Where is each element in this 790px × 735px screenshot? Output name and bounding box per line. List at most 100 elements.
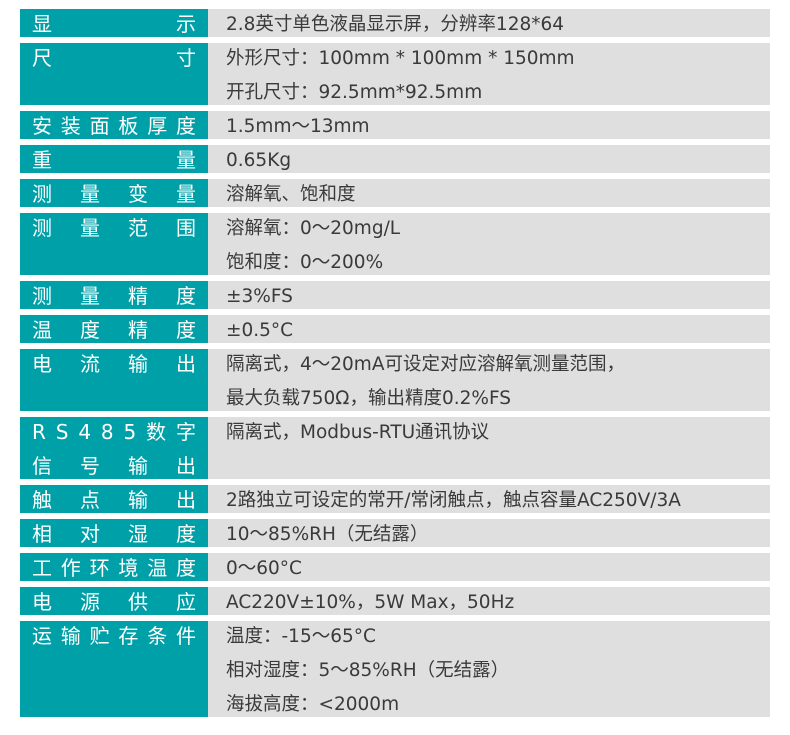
spec-label: 尺寸 (20, 43, 208, 105)
label-char: 供 (128, 590, 148, 614)
label-char: 测 (32, 216, 52, 240)
label-char: 测 (32, 284, 52, 308)
label-char: 输 (128, 488, 148, 512)
spec-label: 重量 (20, 145, 208, 173)
label-char: 流 (80, 352, 100, 376)
label-char: 对 (80, 522, 100, 546)
spec-value: 隔离式，Modbus-RTU通讯协议 (208, 417, 770, 479)
spec-row: 安装面板厚度 1.5mm～13mm (20, 111, 770, 139)
label-char: 精 (128, 284, 148, 308)
spec-row: 显示 2.8英寸单色液晶显示屏，分辨率128*64 (20, 9, 770, 37)
label-char: 温 (32, 318, 52, 342)
spec-value-line: 外形尺寸：100mm * 100mm * 150mm (226, 48, 575, 69)
spec-value: 温度：-15～65°C 相对湿度：5～85%RH（无结露） 海拔高度：<2000m (208, 621, 770, 717)
label-char: 境 (118, 556, 139, 580)
spec-value-line: 开孔尺寸：92.5mm*92.5mm (226, 82, 483, 103)
spec-label-line: 安装面板厚度 (32, 111, 196, 139)
label-char: 安 (32, 114, 52, 138)
spec-row: R S 4 8 5 数字信 号 输 出 隔离式，Modbus-RTU通讯协议 (20, 417, 770, 479)
spec-row: 温 度 精 度 ±0.5°C (20, 315, 770, 343)
label-char: 度 (176, 522, 196, 546)
spec-label: 显示 (20, 9, 208, 37)
label-char: 运 (32, 624, 52, 648)
label-char: 出 (176, 454, 196, 478)
label-char: 条 (147, 624, 168, 648)
spec-value-line: 溶解氧、饱和度 (226, 184, 356, 205)
label-char: 装 (60, 114, 81, 138)
spec-value: 溶解氧、饱和度 (208, 179, 770, 207)
spec-table: 显示 2.8英寸单色液晶显示屏，分辨率128*64 尺寸外形尺寸：100mm * 1… (20, 9, 770, 723)
label-char: 4 (78, 420, 92, 444)
spec-value: 外形尺寸：100mm * 100mm * 150mm 开孔尺寸：92.5mm*92… (208, 43, 770, 105)
spec-label-line: 相对湿度 (32, 519, 196, 547)
spec-value: 2.8英寸单色液晶显示屏，分辨率128*64 (208, 9, 770, 37)
spec-label-line: 工作环境温度 (32, 553, 196, 581)
spec-row: 测 量 变 量 溶解氧、饱和度 (20, 179, 770, 207)
spec-row: 测 量 精 度 ±3%FS (20, 281, 770, 309)
label-char: 电 (32, 590, 52, 614)
label-char: 度 (175, 114, 196, 138)
spec-value-line: ±0.5°C (226, 320, 294, 341)
label-char: 度 (176, 318, 196, 342)
label-char: 范 (128, 216, 148, 240)
label-char: 温 (147, 556, 168, 580)
label-char: 工 (32, 556, 52, 580)
label-char: 寸 (176, 46, 196, 70)
label-char: 量 (176, 148, 196, 172)
spec-label-line: 重量 (32, 145, 196, 173)
spec-label: 触点输出 (20, 485, 208, 513)
spec-label-line (32, 383, 196, 411)
label-char: 出 (176, 352, 196, 376)
label-char: 度 (80, 318, 100, 342)
spec-label: 相对湿度 (20, 519, 208, 547)
spec-value: 隔离式，4～20mA可设定对应溶解氧测量范围， 最大负载750Ω，输出精度0.2%… (208, 349, 770, 411)
label-char: 相 (32, 522, 52, 546)
spec-value-line: 最大负载750Ω，输出精度0.2%FS (226, 388, 512, 409)
spec-label: 安装面板厚度 (20, 111, 208, 139)
spec-row: 电 源 供 应 AC220V±10%，5W Max，50Hz (20, 587, 770, 615)
spec-value-line: 2.8英寸单色液晶显示屏，分辨率128*64 (226, 14, 565, 35)
spec-label: 测量变量 (20, 179, 208, 207)
spec-row: 工作环境温度 0～60°C (20, 553, 770, 581)
label-char: 围 (176, 216, 196, 240)
label-char: 尺 (32, 46, 52, 70)
label-char: 面 (89, 114, 110, 138)
label-char: 显 (32, 12, 52, 36)
spec-label-line (32, 689, 196, 717)
label-char: 贮 (89, 624, 110, 648)
spec-value-line: 海拔高度：<2000m (226, 694, 400, 715)
spec-value-line: ±3%FS (226, 286, 293, 307)
label-char: 作 (60, 556, 81, 580)
spec-value-line: 饱和度：0～200% (226, 252, 384, 273)
label-char: 号 (80, 454, 100, 478)
spec-row: 相 对 湿 度 10～85%RH（无结露） (20, 519, 770, 547)
spec-label: 温度精度 (20, 315, 208, 343)
label-char: 板 (118, 114, 139, 138)
label-char: 应 (176, 590, 196, 614)
spec-label-line: 温度精度 (32, 315, 196, 343)
label-char: 度 (175, 556, 196, 580)
label-char: 重 (32, 148, 52, 172)
spec-row: 重量 0.65Kg (20, 145, 770, 173)
label-char: 8 (100, 420, 114, 444)
spec-label: 工作环境温度 (20, 553, 208, 581)
spec-value: 0～60°C (208, 553, 770, 581)
label-char: 量 (80, 284, 100, 308)
spec-label: 电流输出 (20, 349, 208, 411)
spec-label: 测量范围 (20, 213, 208, 275)
spec-row: 触 点 输 出 2路独立可设定的常开/常闭触点，触点容量AC250V/3A (20, 485, 770, 513)
spec-row: 测 量 范 围 溶解氧：0～20mg/L 饱和度：0～200% (20, 213, 770, 275)
spec-label-line (32, 655, 196, 689)
spec-value: ±0.5°C (208, 315, 770, 343)
spec-label-line: 信号输出 (32, 451, 196, 479)
spec-label-line (32, 247, 196, 275)
label-char: R (32, 420, 46, 444)
spec-label: 电源供应 (20, 587, 208, 615)
label-char: 输 (60, 624, 81, 648)
spec-value-line: 0～60°C (226, 558, 302, 579)
label-char: 厚 (147, 114, 168, 138)
label-char: 数 (146, 420, 167, 444)
label-char: 存 (118, 624, 139, 648)
label-char: 信 (32, 454, 52, 478)
